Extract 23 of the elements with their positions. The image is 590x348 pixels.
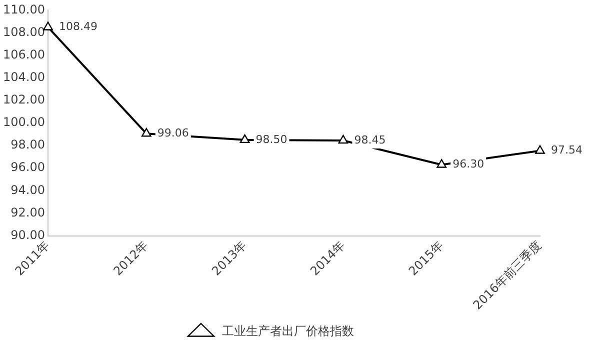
data-label: 96.30 xyxy=(452,158,484,171)
data-label: 97.54 xyxy=(551,144,582,157)
y-tick-label: 108.00 xyxy=(2,24,45,39)
y-tick-label: 106.00 xyxy=(2,47,45,62)
point xyxy=(535,145,545,154)
y-tick-label: 98.00 xyxy=(10,138,45,152)
y-tick-label: 110.00 xyxy=(2,2,45,16)
y-tick-label: 90.00 xyxy=(10,228,45,242)
y-tick-label: 92.00 xyxy=(10,205,45,220)
y-tick-label: 104.00 xyxy=(2,70,45,84)
y-tick-label: 96.00 xyxy=(10,160,45,174)
y-tick-label: 100.00 xyxy=(2,115,45,130)
data-label: 108.49 xyxy=(58,20,98,34)
point xyxy=(436,159,447,168)
y-tick-label: 94.00 xyxy=(10,182,45,197)
y-tick-label: 102.00 xyxy=(2,92,45,107)
point xyxy=(141,128,152,137)
point xyxy=(240,134,250,144)
point xyxy=(338,134,348,144)
legend-label: 工业生产者出厂价格指数 xyxy=(222,324,354,338)
data-label: 98.45 xyxy=(354,133,386,146)
data-label: 98.50 xyxy=(256,132,288,146)
data-label: 99.06 xyxy=(157,126,189,140)
